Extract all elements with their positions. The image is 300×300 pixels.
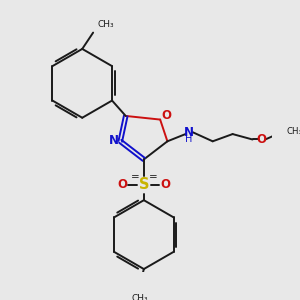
Text: N: N	[184, 126, 194, 139]
Text: H: H	[185, 134, 193, 145]
Text: =: =	[130, 172, 139, 182]
Text: O: O	[117, 178, 127, 191]
Text: O: O	[161, 110, 172, 122]
Text: CH₃: CH₃	[286, 127, 300, 136]
Text: CH₃: CH₃	[98, 20, 114, 29]
Text: O: O	[256, 133, 267, 146]
Text: O: O	[160, 178, 171, 191]
Text: N: N	[109, 134, 119, 147]
Text: CH₃: CH₃	[131, 294, 148, 300]
Text: S: S	[139, 177, 149, 192]
Text: =: =	[148, 172, 157, 182]
